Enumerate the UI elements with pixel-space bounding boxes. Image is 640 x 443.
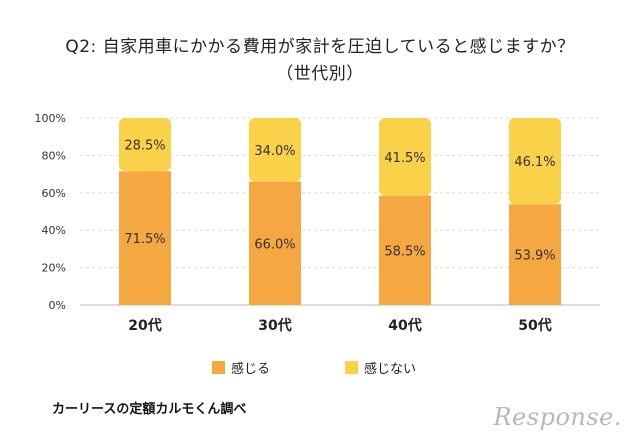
x-category-label-1: 30代 [258,317,291,334]
legend-item-series-1: 感じる [212,358,270,377]
bar-40代-series-2 [379,118,431,196]
legend-swatch-series-2 [345,361,358,374]
bar-30代-series-2 [249,118,301,182]
bar-30代-series-1 [249,181,301,305]
bar-50代-series-1 [509,204,561,305]
y-tick-label-3: 60% [42,187,66,200]
data-label-20代-series-2: 28.5% [124,139,165,154]
data-label-50代-series-1: 53.9% [514,249,555,264]
x-category-label-3: 50代 [518,317,551,334]
chart-title-line2: （世代別） [276,64,364,84]
y-tick-label-4: 80% [42,149,66,162]
y-tick-label-1: 20% [42,262,66,275]
response-logo: Response. [493,403,622,431]
y-tick-label-0: 0% [49,299,66,312]
y-tick-label-5: 100% [35,112,66,125]
legend-item-series-2: 感じない [345,358,416,377]
y-tick-label-2: 40% [42,224,66,237]
source-note: カーリースの定額カルモくん調べ [52,402,247,417]
x-category-label-0: 20代 [128,317,161,334]
data-label-30代-series-1: 66.0% [254,237,295,252]
data-label-40代-series-1: 58.5% [384,244,425,259]
bar-40代-series-1 [379,195,431,305]
legend-label-series-2: 感じない [364,362,417,377]
legend-label-series-1: 感じる [231,362,271,377]
bar-20代-series-1 [119,171,171,305]
x-category-label-2: 40代 [388,317,421,334]
chart-title-line1: Q2: 自家用車にかかる費用が家計を圧迫していると感じますか？ [65,37,575,57]
data-label-30代-series-2: 34.0% [254,144,295,159]
data-label-40代-series-2: 41.5% [384,151,425,166]
legend-swatch-series-1 [212,361,225,374]
data-label-50代-series-2: 46.1% [514,155,555,170]
bar-20代-series-2 [119,118,171,172]
data-label-20代-series-1: 71.5% [124,232,165,247]
bar-50代-series-2 [509,118,561,205]
